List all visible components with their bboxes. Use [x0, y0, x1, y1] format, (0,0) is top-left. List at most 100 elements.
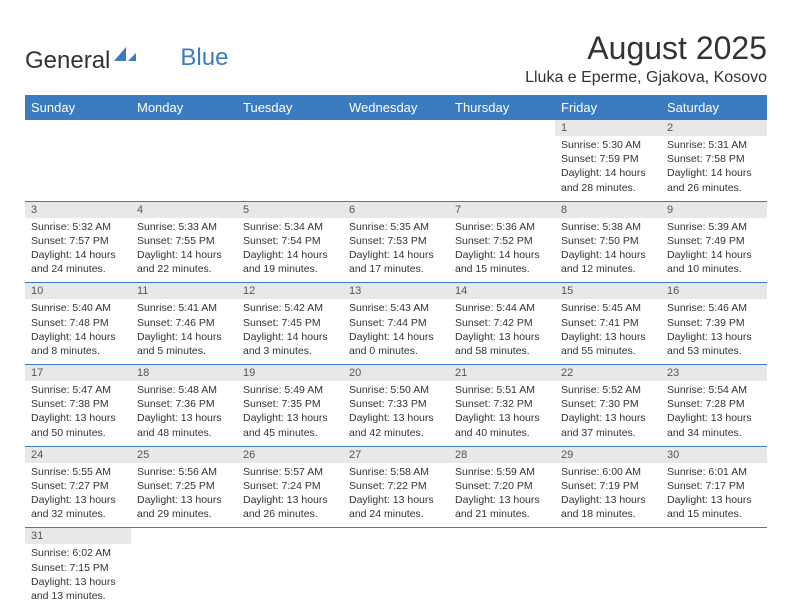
daylight-text-1: Daylight: 13 hours: [667, 330, 761, 344]
daylight-text-1: Daylight: 13 hours: [31, 575, 125, 589]
sunrise-text: Sunrise: 5:49 AM: [243, 383, 337, 397]
daylight-text-1: Daylight: 13 hours: [31, 411, 125, 425]
daylight-text-1: Daylight: 14 hours: [243, 330, 337, 344]
calendar-table: Sunday Monday Tuesday Wednesday Thursday…: [25, 95, 767, 609]
day-info: Sunrise: 5:38 AMSunset: 7:50 PMDaylight:…: [555, 218, 661, 283]
calendar-cell: [237, 528, 343, 609]
day-number: 13: [343, 283, 449, 299]
sunset-text: Sunset: 7:55 PM: [137, 234, 231, 248]
sunrise-text: Sunrise: 5:47 AM: [31, 383, 125, 397]
day-number: 6: [343, 202, 449, 218]
daylight-text-2: and 24 minutes.: [349, 507, 443, 521]
day-number: 1: [555, 120, 661, 136]
daylight-text-2: and 40 minutes.: [455, 426, 549, 440]
logo-sail-icon: [112, 42, 138, 70]
daylight-text-2: and 13 minutes.: [31, 589, 125, 603]
daylight-text-2: and 48 minutes.: [137, 426, 231, 440]
sunrise-text: Sunrise: 5:52 AM: [561, 383, 655, 397]
sunrise-text: Sunrise: 5:59 AM: [455, 465, 549, 479]
day-header-thu: Thursday: [449, 95, 555, 120]
daylight-text-2: and 19 minutes.: [243, 262, 337, 276]
calendar-cell: 24Sunrise: 5:55 AMSunset: 7:27 PMDayligh…: [25, 446, 131, 528]
day-info: Sunrise: 5:52 AMSunset: 7:30 PMDaylight:…: [555, 381, 661, 446]
calendar-cell: 20Sunrise: 5:50 AMSunset: 7:33 PMDayligh…: [343, 365, 449, 447]
daylight-text-2: and 5 minutes.: [137, 344, 231, 358]
daylight-text-1: Daylight: 13 hours: [31, 493, 125, 507]
day-number: 30: [661, 447, 767, 463]
sunset-text: Sunset: 7:25 PM: [137, 479, 231, 493]
daylight-text-1: Daylight: 14 hours: [31, 330, 125, 344]
calendar-cell: 23Sunrise: 5:54 AMSunset: 7:28 PMDayligh…: [661, 365, 767, 447]
day-header-fri: Friday: [555, 95, 661, 120]
day-info: Sunrise: 6:00 AMSunset: 7:19 PMDaylight:…: [555, 463, 661, 528]
sunset-text: Sunset: 7:15 PM: [31, 561, 125, 575]
sunset-text: Sunset: 7:41 PM: [561, 316, 655, 330]
daylight-text-1: Daylight: 13 hours: [561, 493, 655, 507]
day-info: Sunrise: 5:40 AMSunset: 7:48 PMDaylight:…: [25, 299, 131, 364]
daylight-text-2: and 50 minutes.: [31, 426, 125, 440]
calendar-cell: [449, 120, 555, 201]
logo: GeneralBlue: [25, 42, 228, 80]
day-info: Sunrise: 5:35 AMSunset: 7:53 PMDaylight:…: [343, 218, 449, 283]
calendar-cell: 17Sunrise: 5:47 AMSunset: 7:38 PMDayligh…: [25, 365, 131, 447]
sunset-text: Sunset: 7:38 PM: [31, 397, 125, 411]
day-info: Sunrise: 6:02 AMSunset: 7:15 PMDaylight:…: [25, 544, 131, 609]
daylight-text-1: Daylight: 14 hours: [137, 330, 231, 344]
daylight-text-1: Daylight: 13 hours: [137, 493, 231, 507]
day-info: Sunrise: 5:55 AMSunset: 7:27 PMDaylight:…: [25, 463, 131, 528]
sunrise-text: Sunrise: 5:43 AM: [349, 301, 443, 315]
daylight-text-2: and 0 minutes.: [349, 344, 443, 358]
day-number: 19: [237, 365, 343, 381]
title-block: August 2025 Lluka e Eperme, Gjakova, Kos…: [525, 30, 767, 87]
day-number: 15: [555, 283, 661, 299]
calendar-row: 10Sunrise: 5:40 AMSunset: 7:48 PMDayligh…: [25, 283, 767, 365]
day-number: 12: [237, 283, 343, 299]
day-number: 16: [661, 283, 767, 299]
day-header-sat: Saturday: [661, 95, 767, 120]
day-number: 21: [449, 365, 555, 381]
daylight-text-1: Daylight: 14 hours: [349, 330, 443, 344]
daylight-text-2: and 17 minutes.: [349, 262, 443, 276]
day-info: Sunrise: 5:49 AMSunset: 7:35 PMDaylight:…: [237, 381, 343, 446]
sunrise-text: Sunrise: 5:39 AM: [667, 220, 761, 234]
sunset-text: Sunset: 7:49 PM: [667, 234, 761, 248]
day-number: 24: [25, 447, 131, 463]
daylight-text-1: Daylight: 13 hours: [561, 411, 655, 425]
calendar-cell: 2Sunrise: 5:31 AMSunset: 7:58 PMDaylight…: [661, 120, 767, 201]
day-number: 23: [661, 365, 767, 381]
daylight-text-2: and 34 minutes.: [667, 426, 761, 440]
day-number: 29: [555, 447, 661, 463]
day-number: 7: [449, 202, 555, 218]
day-info: Sunrise: 5:32 AMSunset: 7:57 PMDaylight:…: [25, 218, 131, 283]
day-info: Sunrise: 5:33 AMSunset: 7:55 PMDaylight:…: [131, 218, 237, 283]
sunset-text: Sunset: 7:28 PM: [667, 397, 761, 411]
sunset-text: Sunset: 7:30 PM: [561, 397, 655, 411]
calendar-cell: 15Sunrise: 5:45 AMSunset: 7:41 PMDayligh…: [555, 283, 661, 365]
day-info: Sunrise: 5:31 AMSunset: 7:58 PMDaylight:…: [661, 136, 767, 201]
day-info: Sunrise: 5:42 AMSunset: 7:45 PMDaylight:…: [237, 299, 343, 364]
day-number: 8: [555, 202, 661, 218]
daylight-text-2: and 55 minutes.: [561, 344, 655, 358]
calendar-cell: [131, 528, 237, 609]
day-number: 4: [131, 202, 237, 218]
calendar-cell: [555, 528, 661, 609]
day-info: Sunrise: 5:54 AMSunset: 7:28 PMDaylight:…: [661, 381, 767, 446]
sunset-text: Sunset: 7:57 PM: [31, 234, 125, 248]
sunrise-text: Sunrise: 5:34 AM: [243, 220, 337, 234]
day-header-wed: Wednesday: [343, 95, 449, 120]
sunrise-text: Sunrise: 5:54 AM: [667, 383, 761, 397]
sunrise-text: Sunrise: 6:01 AM: [667, 465, 761, 479]
sunrise-text: Sunrise: 5:57 AM: [243, 465, 337, 479]
calendar-cell: 6Sunrise: 5:35 AMSunset: 7:53 PMDaylight…: [343, 201, 449, 283]
daylight-text-1: Daylight: 14 hours: [349, 248, 443, 262]
sunrise-text: Sunrise: 5:56 AM: [137, 465, 231, 479]
daylight-text-2: and 58 minutes.: [455, 344, 549, 358]
calendar-cell: 9Sunrise: 5:39 AMSunset: 7:49 PMDaylight…: [661, 201, 767, 283]
sunset-text: Sunset: 7:50 PM: [561, 234, 655, 248]
calendar-cell: [237, 120, 343, 201]
sunrise-text: Sunrise: 5:40 AM: [31, 301, 125, 315]
calendar-cell: 26Sunrise: 5:57 AMSunset: 7:24 PMDayligh…: [237, 446, 343, 528]
daylight-text-2: and 26 minutes.: [243, 507, 337, 521]
daylight-text-2: and 15 minutes.: [667, 507, 761, 521]
daylight-text-1: Daylight: 13 hours: [455, 411, 549, 425]
